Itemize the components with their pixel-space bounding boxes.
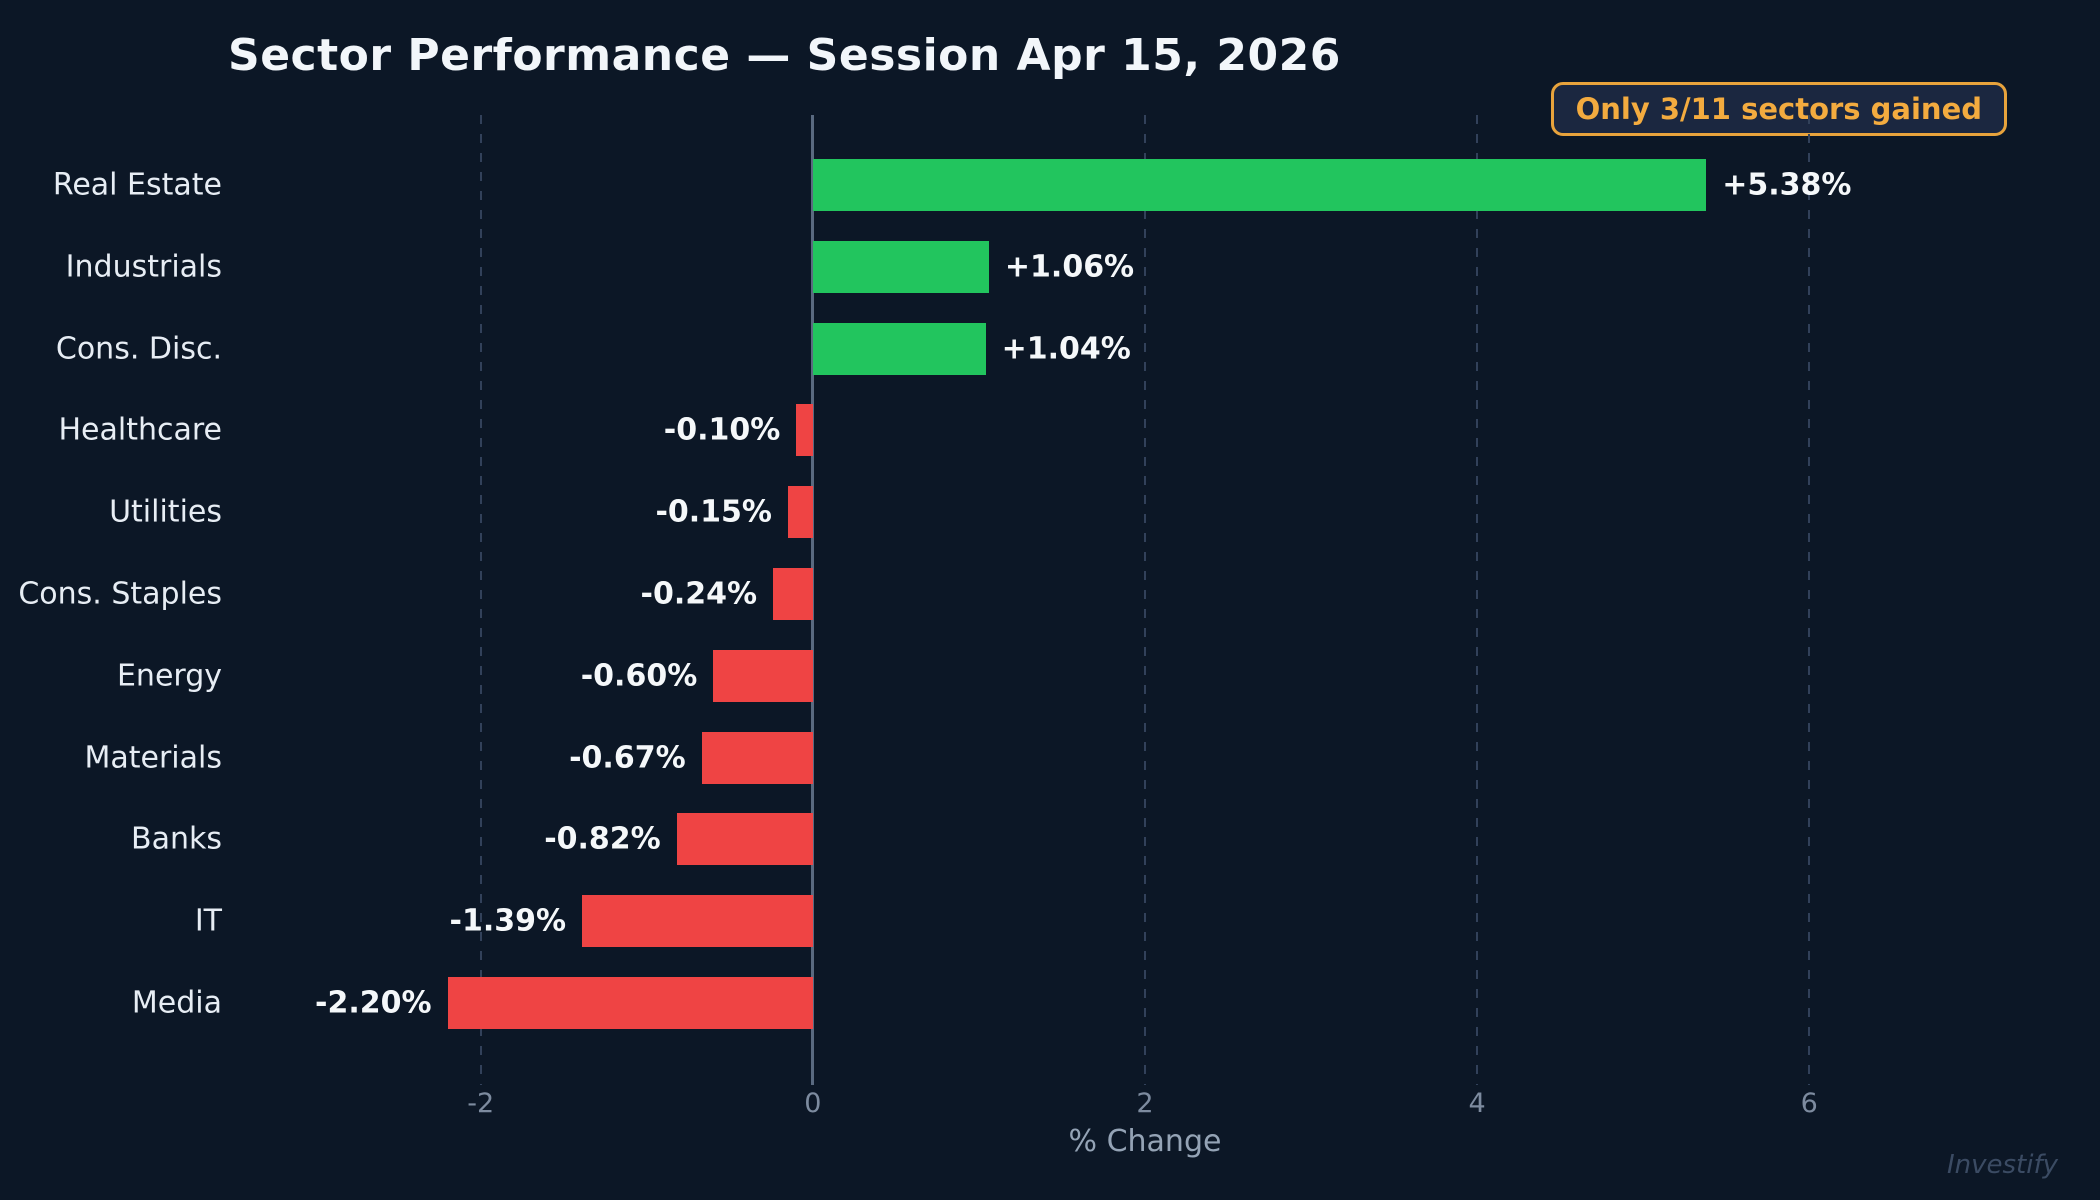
x-tick-label: 4 <box>1468 1088 1486 1119</box>
zero-line <box>811 115 815 1085</box>
x-tick-label: 0 <box>804 1088 822 1119</box>
category-label: Healthcare <box>58 412 222 448</box>
bar-value-label: -2.20% <box>315 985 432 1021</box>
category-label: IT <box>194 903 222 939</box>
category-label: Real Estate <box>52 167 222 203</box>
bar-media <box>447 977 813 1029</box>
bar-cons-staples <box>773 568 813 620</box>
bar-energy <box>713 649 813 702</box>
bar-value-label: -0.82% <box>544 821 661 857</box>
gridline-x6 <box>1808 115 1811 1085</box>
bar-value-label: +1.04% <box>1001 331 1131 367</box>
bar-it <box>582 895 813 948</box>
annotation-badge: Only 3/11 sectors gained <box>1550 82 2007 136</box>
x-tick-label: 6 <box>1800 1088 1818 1119</box>
bar-value-label: -0.15% <box>655 494 772 530</box>
bar-value-label: -0.60% <box>580 658 698 694</box>
category-label: Cons. Disc. <box>55 331 222 367</box>
bar-value-label: +1.06% <box>1004 249 1135 285</box>
bar-value-label: -0.10% <box>663 412 781 448</box>
bar-value-label: -0.67% <box>569 740 686 776</box>
category-label: Materials <box>84 740 222 776</box>
bar-industrials <box>812 240 989 293</box>
x-tick-label: 2 <box>1136 1088 1154 1119</box>
bar-value-label: +5.38% <box>1722 167 1852 203</box>
x-tick-label: -2 <box>467 1088 495 1119</box>
category-label: Media <box>131 985 222 1021</box>
gridline-x2 <box>1144 115 1146 1085</box>
bar-materials <box>701 731 813 784</box>
chart-title: Sector Performance — Session Apr 15, 202… <box>228 30 1341 81</box>
bar-value-label: -1.39% <box>449 903 567 939</box>
watermark: Investify <box>1946 1150 2058 1180</box>
x-axis-label: % Change <box>1068 1124 1222 1159</box>
bar-banks <box>676 813 813 866</box>
bar-utilities <box>787 486 813 539</box>
gridline-x-2 <box>479 115 482 1085</box>
category-label: Energy <box>116 658 222 694</box>
bar-healthcare <box>796 404 813 457</box>
bar-cons-disc <box>812 322 986 375</box>
category-label: Utilities <box>109 494 222 530</box>
bar-value-label: -0.24% <box>640 576 758 612</box>
category-label: Industrials <box>65 249 222 285</box>
category-label: Cons. Staples <box>18 576 222 612</box>
bar-real-estate <box>812 159 1707 211</box>
category-label: Banks <box>131 821 222 857</box>
gridline-x4 <box>1476 115 1479 1085</box>
